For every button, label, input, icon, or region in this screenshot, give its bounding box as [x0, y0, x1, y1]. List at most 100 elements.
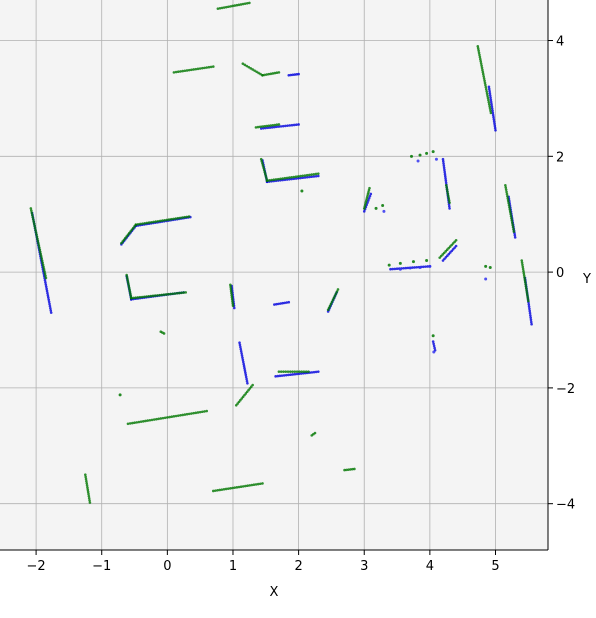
data-point	[445, 188, 449, 191]
data-point	[446, 192, 450, 196]
data-point	[251, 68, 254, 71]
data-point	[241, 62, 245, 65]
data-point	[481, 72, 485, 76]
data-point	[34, 228, 37, 232]
data-point	[312, 175, 316, 178]
data-point	[507, 203, 511, 207]
data-point	[508, 206, 511, 209]
data-point	[156, 219, 160, 223]
data-point	[308, 173, 311, 177]
data-point	[273, 123, 277, 127]
data-point	[271, 123, 274, 127]
data-point	[529, 320, 533, 324]
data-point	[157, 417, 160, 421]
data-point	[275, 123, 279, 127]
data-point	[150, 418, 154, 422]
data-point	[251, 383, 254, 387]
data-point	[248, 484, 251, 487]
data-point	[484, 87, 488, 91]
data-point	[287, 373, 290, 377]
data-point	[224, 5, 228, 9]
data-point	[476, 45, 480, 48]
data-point	[527, 299, 530, 303]
data-point	[144, 419, 147, 423]
data-point	[37, 244, 41, 247]
data-point	[30, 211, 34, 215]
data-point	[220, 488, 224, 491]
data-point	[147, 295, 150, 298]
data-point	[38, 248, 42, 251]
data-point	[143, 295, 146, 299]
data-point	[269, 72, 273, 76]
data-point	[43, 270, 46, 273]
data-point	[233, 4, 236, 7]
data-point	[162, 293, 166, 296]
data-point	[526, 295, 529, 299]
data-point	[275, 302, 278, 306]
data-point	[49, 307, 52, 310]
data-point	[175, 291, 179, 295]
data-point	[161, 416, 165, 420]
data-point	[141, 420, 145, 423]
data-point	[237, 485, 241, 489]
data-point	[196, 411, 200, 414]
data-point	[485, 90, 488, 93]
data-point	[281, 124, 285, 128]
data-point	[293, 370, 297, 373]
data-point	[273, 125, 276, 129]
data-point	[490, 105, 494, 108]
data-point	[209, 65, 213, 69]
data-point	[171, 292, 174, 296]
data-point	[335, 290, 339, 293]
data-point	[349, 468, 352, 471]
data-point	[289, 73, 293, 77]
data-point	[292, 123, 296, 127]
data-point	[241, 360, 245, 364]
data-point	[270, 126, 274, 129]
data-point	[44, 274, 47, 278]
data-point	[512, 228, 515, 231]
data-point	[484, 264, 488, 268]
data-point	[184, 291, 188, 294]
data-point	[443, 168, 446, 172]
data-point	[447, 194, 450, 198]
data-point	[277, 123, 281, 126]
data-point	[260, 125, 264, 128]
data-point	[259, 157, 263, 161]
data-point	[239, 485, 243, 488]
data-point	[505, 190, 508, 194]
data-point	[444, 179, 448, 182]
data-point	[489, 111, 493, 115]
data-point	[86, 486, 89, 489]
data-point	[263, 170, 267, 174]
data-point	[527, 305, 531, 308]
data-point	[138, 295, 142, 299]
data-point	[235, 3, 239, 7]
data-point	[302, 370, 306, 373]
data-point	[169, 292, 172, 296]
data-point	[480, 64, 483, 67]
data-point	[126, 277, 129, 281]
data-point	[523, 280, 527, 284]
data-point	[297, 72, 300, 76]
data-point	[129, 294, 133, 298]
data-point	[489, 98, 493, 102]
data-point	[140, 295, 144, 299]
data-point	[290, 123, 294, 127]
data-point	[297, 372, 301, 376]
data-point	[216, 7, 220, 10]
data-point	[211, 489, 215, 493]
data-point	[265, 73, 268, 76]
data-point	[127, 286, 131, 289]
data-point	[47, 298, 51, 301]
data-point	[295, 123, 298, 127]
data-point	[87, 492, 90, 496]
data-point	[270, 178, 273, 182]
data-point	[252, 483, 256, 487]
data-point	[181, 216, 184, 219]
data-point	[367, 188, 371, 192]
data-point	[190, 412, 193, 415]
data-point	[224, 487, 228, 491]
data-point	[29, 207, 33, 210]
data-point	[230, 293, 233, 297]
